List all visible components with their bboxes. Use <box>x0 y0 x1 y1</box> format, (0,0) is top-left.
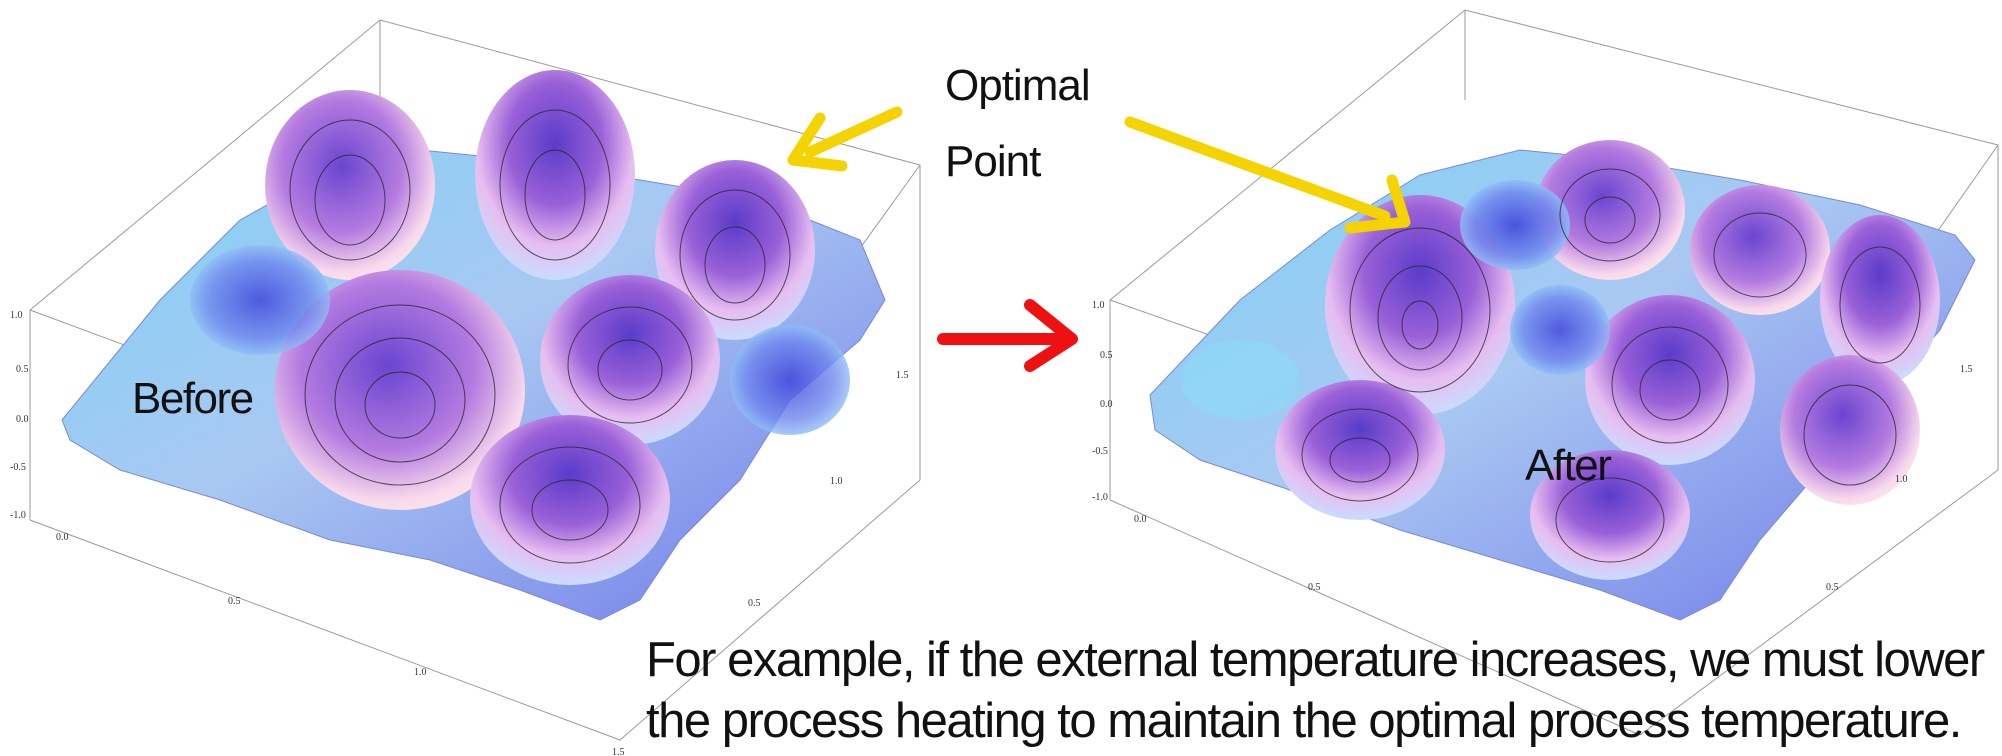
after-x-axis: 0.0 0.5 <box>1134 514 1321 593</box>
caption-line1: For example, if the external temperature… <box>646 633 1985 687</box>
before-valley-2 <box>730 325 850 435</box>
before-peak-2 <box>475 70 635 280</box>
before-peak-3 <box>655 160 815 340</box>
before-x-tick: 1.5 <box>612 747 625 756</box>
before-peak-4 <box>275 270 525 510</box>
after-y-tick: 1.0 <box>1895 474 1908 485</box>
before-z-tick: 1.0 <box>10 310 23 321</box>
before-z-tick: -0.5 <box>10 462 26 473</box>
before-x-axis: 0.0 0.5 1.0 1.5 <box>56 532 625 756</box>
after-y-axis: 0.5 1.0 1.5 <box>1826 364 1973 593</box>
before-z-tick: 0.0 <box>16 414 29 425</box>
after-peak-3 <box>1690 185 1830 315</box>
before-plot: 1.0 0.5 0.0 -0.5 -1.0 0.0 0.5 1.0 1.5 0.… <box>10 19 921 756</box>
before-valley-1 <box>190 245 330 355</box>
after-z-tick: -0.5 <box>1092 446 1108 457</box>
before-y-axis: 0.5 1.0 1.5 <box>748 370 909 609</box>
after-valley-3 <box>1180 340 1300 420</box>
optimal-label-line1: Optimal <box>945 61 1090 110</box>
before-x-tick: 0.0 <box>56 532 69 543</box>
before-peak-1 <box>265 90 435 280</box>
after-z-tick: -1.0 <box>1092 492 1108 503</box>
before-x-tick: 0.5 <box>228 596 241 607</box>
optimal-label-line2: Point <box>945 137 1041 186</box>
before-x-tick: 1.0 <box>414 667 427 678</box>
after-peak-8 <box>1530 450 1690 580</box>
after-label: After <box>1525 441 1611 490</box>
after-y-tick: 1.5 <box>1960 364 1973 375</box>
after-z-tick: 0.0 <box>1100 399 1113 410</box>
caption-line2: the process heating to maintain the opti… <box>646 694 1962 748</box>
after-z-tick: 0.5 <box>1100 350 1113 361</box>
yellow-arrow-left <box>787 106 903 172</box>
after-x-tick: 0.0 <box>1134 514 1147 525</box>
after-peak-7 <box>1275 380 1445 520</box>
after-z-axis: 1.0 0.5 0.0 -0.5 -1.0 <box>1092 300 1113 503</box>
after-z-tick: 1.0 <box>1092 300 1105 311</box>
before-peak-5 <box>540 275 720 445</box>
caption: For example, if the external temperature… <box>646 630 1986 752</box>
after-plot: 1.0 0.5 0.0 -0.5 -1.0 0.0 0.5 0.5 1.0 1.… <box>1092 9 1999 736</box>
before-label: Before <box>132 374 253 423</box>
after-peak-5 <box>1585 295 1755 465</box>
after-y-tick: 0.5 <box>1826 582 1839 593</box>
after-valley-1 <box>1460 180 1570 270</box>
before-z-tick: 0.5 <box>16 364 29 375</box>
before-y-tick: 1.0 <box>830 476 843 487</box>
yellow-arrow-right <box>1124 116 1411 234</box>
before-contours <box>289 109 791 564</box>
before-y-tick: 1.5 <box>896 370 909 381</box>
after-x-tick: 0.5 <box>1308 582 1321 593</box>
before-y-tick: 0.5 <box>748 598 761 609</box>
optimal-point-label: Optimal Point <box>945 61 1091 186</box>
red-arrow <box>937 299 1078 372</box>
before-z-tick: -1.0 <box>10 510 26 521</box>
before-z-axis: 1.0 0.5 0.0 -0.5 -1.0 <box>10 310 29 521</box>
after-valley-2 <box>1510 285 1610 375</box>
before-peak-6 <box>470 415 670 585</box>
after-contours <box>1301 168 1921 563</box>
